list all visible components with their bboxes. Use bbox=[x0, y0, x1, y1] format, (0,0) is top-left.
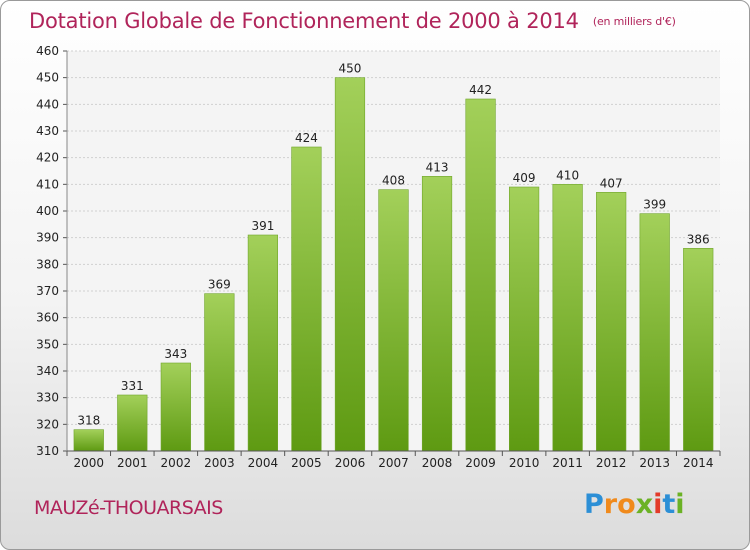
data-label-2008: 413 bbox=[426, 160, 449, 174]
commune-name: MAUZé-THOUARSAIS bbox=[34, 497, 223, 519]
y-tick-label: 380 bbox=[36, 257, 59, 271]
bar-2007 bbox=[378, 189, 409, 452]
logo-letter: i bbox=[675, 489, 685, 520]
y-tick-label: 360 bbox=[36, 311, 59, 325]
data-label-2004: 391 bbox=[251, 219, 274, 233]
data-label-2001: 331 bbox=[121, 379, 144, 393]
data-label-2011: 410 bbox=[556, 168, 579, 182]
bars bbox=[73, 77, 714, 452]
logo-letter: x bbox=[635, 489, 654, 520]
y-tick-label: 330 bbox=[36, 391, 59, 405]
axes: 310 320 330 340 350 360 370 380 390 400 410 420 430 4… bbox=[36, 44, 721, 470]
logo-letter: o bbox=[617, 489, 636, 520]
x-tick-label-2001: 2001 bbox=[117, 456, 148, 470]
x-tick-label-2013: 2013 bbox=[639, 456, 670, 470]
x-tick-label-2004: 2004 bbox=[248, 456, 279, 470]
bar-2000 bbox=[73, 429, 104, 452]
logo-letter: i bbox=[653, 489, 663, 520]
data-label-2002: 343 bbox=[164, 347, 187, 361]
x-tick-label-2009: 2009 bbox=[465, 456, 496, 470]
data-label-2010: 409 bbox=[513, 171, 536, 185]
x-tick-label-2006: 2006 bbox=[335, 456, 366, 470]
data-label-2009: 442 bbox=[469, 83, 492, 97]
bar-2010 bbox=[508, 186, 540, 452]
bar-2003 bbox=[204, 293, 235, 452]
chart-title-text: Dotation Globale de Fonctionnement de 20… bbox=[29, 9, 579, 33]
y-tick-label: 440 bbox=[36, 97, 59, 111]
y-tick-label: 370 bbox=[36, 284, 59, 298]
bar-2002 bbox=[160, 362, 191, 452]
x-tick-label-2003: 2003 bbox=[204, 456, 235, 470]
data-label-2014: 386 bbox=[687, 232, 710, 246]
data-label-2012: 407 bbox=[600, 176, 623, 190]
data-label-2013: 399 bbox=[643, 198, 666, 212]
x-tick-label-2005: 2005 bbox=[291, 456, 322, 470]
y-tick-label: 340 bbox=[36, 364, 59, 378]
bar-2009 bbox=[465, 98, 496, 452]
proxiti-logo[interactable]: Proxiti bbox=[584, 489, 685, 520]
bar-2008 bbox=[421, 176, 453, 452]
x-tick-label-2002: 2002 bbox=[161, 456, 192, 470]
data-label-2000: 318 bbox=[77, 414, 100, 428]
bar-2014 bbox=[683, 248, 714, 452]
y-tick-label: 350 bbox=[36, 337, 59, 351]
x-tick-label-2008: 2008 bbox=[422, 456, 453, 470]
y-tick-label: 410 bbox=[36, 177, 59, 191]
data-label-2006: 450 bbox=[339, 62, 362, 76]
bar-2012 bbox=[596, 192, 627, 452]
y-tick-label: 460 bbox=[36, 44, 59, 58]
unit-note: (en milliers d'€) bbox=[592, 15, 676, 28]
y-tick-label: 430 bbox=[36, 124, 59, 138]
bar-2011 bbox=[552, 184, 583, 452]
bar-2001 bbox=[117, 394, 148, 452]
bar-2004 bbox=[247, 234, 279, 452]
logo-letter: P bbox=[584, 489, 604, 520]
data-label-2005: 424 bbox=[295, 131, 318, 145]
data-labels: 318 331 343 369 391 424 450 408 413 442 409 410 407 3… bbox=[77, 62, 709, 428]
x-tick-label-2010: 2010 bbox=[509, 456, 540, 470]
y-tick-label: 390 bbox=[36, 231, 59, 245]
x-tick-label-2007: 2007 bbox=[378, 456, 409, 470]
logo-letter: r bbox=[603, 489, 618, 520]
y-tick-label: 400 bbox=[36, 204, 59, 218]
bar-2013 bbox=[639, 213, 670, 452]
x-tick-label-2014: 2014 bbox=[683, 456, 714, 470]
data-label-2007: 408 bbox=[382, 174, 405, 188]
logo-letter: t bbox=[662, 489, 676, 520]
y-tick-label: 320 bbox=[36, 417, 59, 431]
x-tick-label-2012: 2012 bbox=[596, 456, 627, 470]
data-label-2003: 369 bbox=[208, 278, 231, 292]
y-tick-label: 310 bbox=[36, 444, 59, 458]
bar-2005 bbox=[291, 146, 322, 452]
y-tick-label: 450 bbox=[36, 71, 59, 85]
y-tick-label: 420 bbox=[36, 151, 59, 165]
x-tick-label-2011: 2011 bbox=[552, 456, 583, 470]
bar-2006 bbox=[334, 77, 366, 452]
chart-title: Dotation Globale de Fonctionnement de 20… bbox=[29, 9, 676, 33]
x-tick-label-2000: 2000 bbox=[73, 456, 104, 470]
